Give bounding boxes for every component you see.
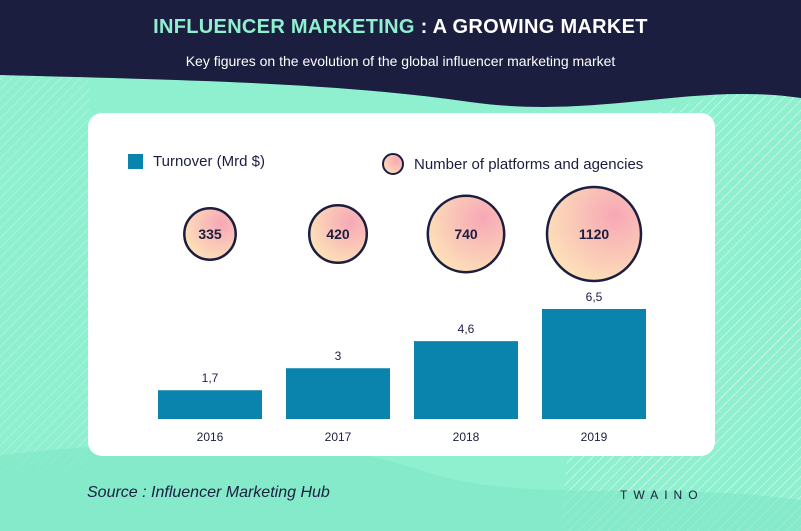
bubble-2017 (307, 203, 369, 265)
title-accent: INFLUENCER MARKETING (153, 16, 415, 38)
chart: 1,7 2016 335 3 2017 420 4,6 2018 740 6,5 2019 1120 (158, 185, 646, 444)
bar-2018 (414, 341, 518, 419)
bottom-wave (0, 441, 801, 531)
bar-value-label-2017: 3 (335, 349, 342, 363)
bar-value-label-2018: 4,6 (458, 322, 475, 336)
title-rest: : A GROWING MARKET (414, 16, 648, 38)
stripe-pattern-left (0, 40, 90, 470)
page-title: INFLUENCER MARKETING : A GROWING MARKET (0, 16, 801, 39)
bubble-value-label-2018: 740 (454, 226, 478, 242)
chart-card: Turnover (Mrd $) Number of platforms and… (88, 113, 715, 456)
bar-value-label-2016: 1,7 (202, 371, 219, 385)
bar-2016 (158, 390, 262, 419)
bar-value-label-2019: 6,5 (586, 290, 603, 304)
legend-turnover: Turnover (Mrd $) (128, 153, 265, 170)
bubble-2018 (426, 194, 506, 274)
page-subtitle: Key figures on the evolution of the glob… (185, 53, 616, 69)
bubble-2019 (545, 185, 643, 283)
bubble-2016 (183, 207, 237, 261)
bar-2017 (286, 368, 390, 419)
bubble-value-label-2019: 1120 (579, 226, 610, 242)
bar-2019 (542, 309, 646, 419)
bubble-value-label-2016: 335 (198, 226, 222, 242)
x-tick-label-2018: 2018 (453, 430, 480, 444)
legend-bubble-swatch (382, 153, 404, 175)
legend-bar-swatch (128, 154, 143, 169)
x-tick-label-2017: 2017 (325, 430, 352, 444)
header-band (0, 0, 801, 107)
legend-turnover-label: Turnover (Mrd $) (153, 153, 265, 170)
brand-logo: TWAINO (620, 488, 704, 502)
legend-platforms-label: Number of platforms and agencies (414, 155, 644, 173)
source-text: Source : Influencer Marketing Hub (87, 484, 330, 501)
legend-platforms: Number of platforms and agencies (382, 153, 643, 175)
bubble-value-label-2017: 420 (326, 226, 350, 242)
x-tick-label-2019: 2019 (581, 430, 608, 444)
x-tick-label-2016: 2016 (197, 430, 224, 444)
